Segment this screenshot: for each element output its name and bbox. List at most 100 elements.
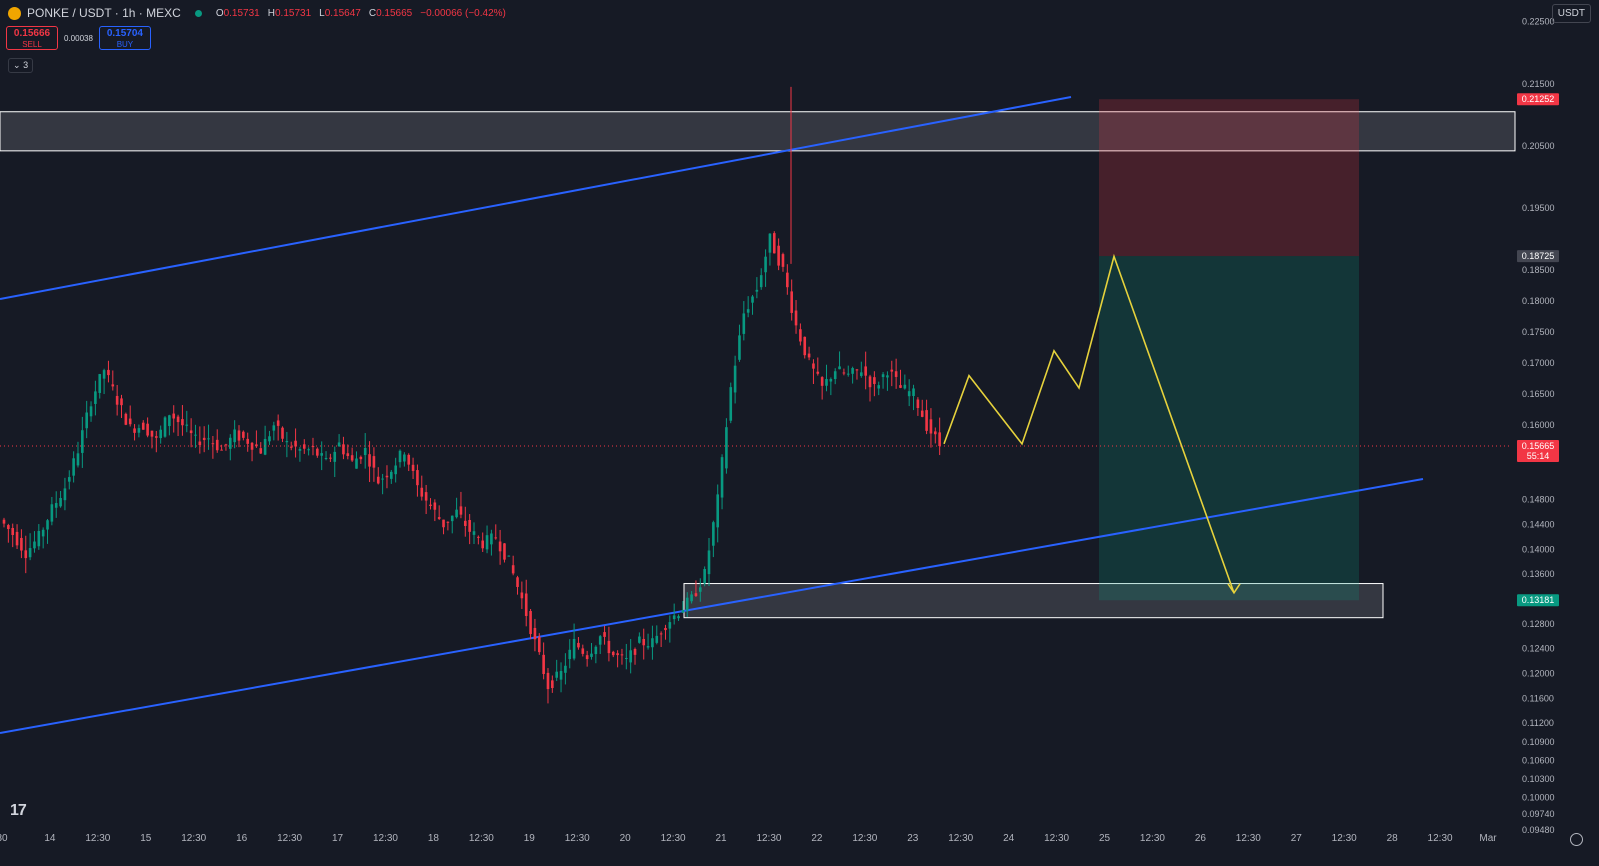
candle-body — [790, 291, 793, 313]
candle-body — [163, 417, 167, 437]
sell-button[interactable]: 0.15666 SELL — [6, 26, 58, 50]
x-tick-label: 15 — [140, 833, 152, 844]
candle-body — [320, 453, 323, 456]
candle-body — [494, 537, 498, 539]
y-tick-label: 0.14400 — [1522, 520, 1555, 530]
candle-body — [437, 517, 441, 519]
stop-price-label-bg — [1517, 93, 1559, 106]
chevron-down-icon: ⌄ — [13, 60, 21, 70]
y-tick-label: 0.09740 — [1522, 809, 1555, 819]
candle-body — [285, 441, 289, 443]
candle-body — [450, 515, 454, 522]
y-tick-label: 0.14000 — [1522, 544, 1555, 554]
ohlc-item: L0.15647 — [319, 7, 361, 19]
candle-body — [289, 446, 293, 448]
candle-body — [590, 653, 593, 657]
currency-select[interactable]: USDT — [1551, 4, 1591, 23]
candle-body — [446, 521, 450, 523]
candle-body — [907, 391, 911, 397]
candle-body — [181, 419, 184, 426]
candle-body — [511, 565, 515, 574]
candle-body — [572, 638, 576, 659]
y-tick-label: 0.22500 — [1522, 17, 1555, 27]
candle-body — [394, 465, 397, 475]
x-tick-label: 12:30 — [277, 833, 302, 844]
candle-body — [933, 431, 937, 435]
candle-body — [390, 471, 393, 479]
candle-body — [307, 449, 310, 451]
target-price-label: 0.13181 — [1522, 595, 1555, 605]
entry-price-label: 0.18725 — [1522, 251, 1555, 261]
candle-body — [490, 533, 493, 545]
x-tick-label: 12:30 — [565, 833, 590, 844]
candle-body — [433, 502, 437, 510]
settings-gear-icon[interactable] — [1570, 833, 1583, 846]
candle-body — [733, 365, 737, 393]
candle-body — [98, 374, 102, 393]
candle-body — [625, 658, 628, 660]
x-tick-label: 24 — [1003, 833, 1015, 844]
candle-body — [124, 413, 128, 425]
candle-body — [825, 379, 828, 386]
y-tick-label: 0.12400 — [1522, 644, 1555, 654]
candle-body — [803, 336, 807, 356]
candle-body — [703, 569, 706, 584]
candle-body — [172, 413, 176, 419]
candle-body — [468, 520, 471, 532]
candle-body — [146, 423, 149, 436]
candle-body — [416, 470, 419, 486]
candle-body — [929, 419, 933, 434]
candle-body — [316, 448, 319, 456]
tradingview-logo: 17 — [10, 802, 27, 819]
upper-channel-line — [0, 96, 1072, 300]
candle-body — [842, 372, 846, 374]
candle-body — [324, 457, 328, 459]
symbol-title[interactable]: PONKE / USDT · 1h · MEXC — [27, 6, 181, 20]
candle-body — [20, 537, 23, 551]
candle-body — [15, 531, 19, 546]
stop-loss-zone — [1099, 99, 1359, 257]
candle-body — [141, 422, 145, 430]
x-tick-label: 18 — [428, 833, 440, 844]
x-tick-label: 27 — [1291, 833, 1303, 844]
candle-body — [742, 313, 746, 334]
x-tick-label: 12:30 — [373, 833, 398, 844]
candle-body — [359, 456, 363, 460]
resistance-zone — [0, 111, 1516, 152]
candle-body — [855, 369, 859, 371]
entry-price-label-bg — [1517, 250, 1559, 263]
candle-body — [720, 457, 724, 498]
candle-body — [411, 464, 415, 471]
buy-label: BUY — [116, 40, 134, 49]
candle-body — [542, 654, 545, 675]
indicators-toggle[interactable]: ⌄ 3 — [8, 58, 34, 73]
candle-body — [746, 309, 750, 313]
last-price-label: 0.15665 — [1522, 441, 1555, 451]
ponke-logo-icon — [8, 6, 21, 20]
candle-body — [67, 477, 71, 482]
candle-body — [133, 428, 136, 433]
candle-body — [646, 646, 650, 648]
candle-body — [385, 475, 389, 478]
x-tick-label: 12:30 — [1140, 833, 1165, 844]
candle-body — [520, 592, 524, 599]
candle-body — [690, 594, 693, 602]
y-tick-label: 0.18000 — [1522, 296, 1555, 306]
candle-body — [759, 275, 763, 288]
x-tick-label: 21 — [715, 833, 727, 844]
candle-body — [376, 476, 380, 484]
candle-body — [764, 256, 767, 273]
sell-price: 0.15666 — [13, 28, 51, 39]
candle-body — [611, 651, 615, 656]
candle-body — [712, 522, 715, 546]
candle-body — [346, 453, 350, 457]
trade-panel: 0.15666 SELL 0.00038 0.15704 BUY — [6, 26, 151, 50]
candle-body — [41, 529, 45, 537]
candle-body — [873, 377, 876, 384]
candle-body — [463, 520, 467, 526]
candle-body — [768, 233, 772, 253]
x-tick-label: 22 — [811, 833, 823, 844]
candle-body — [651, 638, 654, 648]
buy-button[interactable]: 0.15704 BUY — [98, 26, 151, 50]
